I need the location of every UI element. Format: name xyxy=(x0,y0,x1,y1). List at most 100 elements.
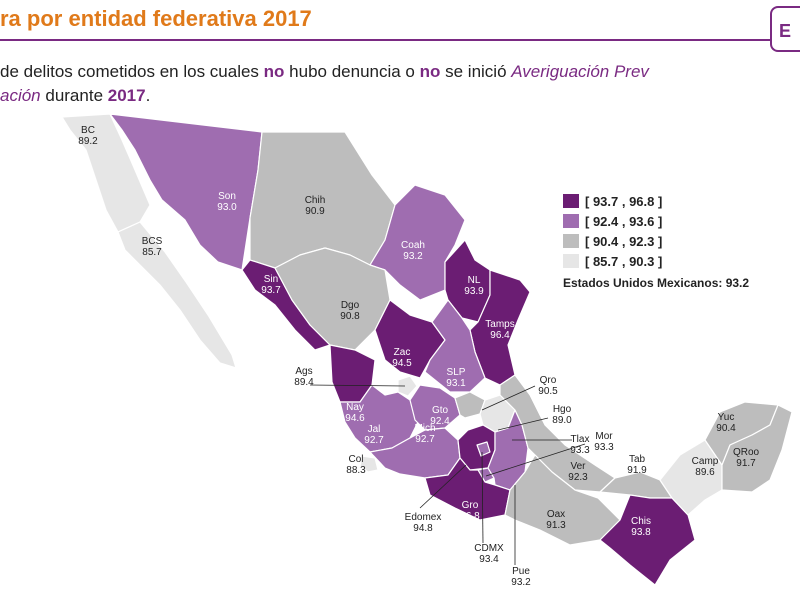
label-leader-line xyxy=(309,384,406,387)
state-code-label: Yuc xyxy=(718,412,735,423)
state-value-label: 91.3 xyxy=(546,520,566,531)
state-code-label: Mich xyxy=(414,423,435,434)
state-code-label: CDMX xyxy=(474,543,504,554)
state-value-label: 89.4 xyxy=(294,377,314,388)
state-code-label: Sin xyxy=(264,274,278,285)
state-code-label: NL xyxy=(468,275,481,286)
state-code-label: Col xyxy=(348,454,363,465)
state-value-label: 93.4 xyxy=(479,554,499,565)
legend: [ 93.7 , 96.8 ] [ 92.4 , 93.6 ] [ 90.4 ,… xyxy=(563,191,662,271)
subtitle-text: de delitos cometidos en los cuales xyxy=(0,62,264,81)
subtitle-year: 2017 xyxy=(107,86,146,105)
subtitle-line-1: de delitos cometidos en los cuales no hu… xyxy=(0,60,800,84)
legend-label: [ 93.7 , 96.8 ] xyxy=(585,193,663,209)
state-value-label: 89.6 xyxy=(695,467,715,478)
subtitle-text: durante xyxy=(40,86,108,105)
state-code-label: Zac xyxy=(394,347,411,358)
state-value-label: 89.0 xyxy=(552,415,572,426)
subtitle-emphasis: no xyxy=(419,62,441,81)
subtitle-line-2: ación durante 2017. xyxy=(0,84,800,108)
state-code-label: BC xyxy=(81,125,95,136)
corner-tab[interactable]: E xyxy=(770,6,800,52)
state-value-label: 90.4 xyxy=(716,423,736,434)
subtitle-emphasis: no xyxy=(263,62,285,81)
state-value-label: 92.7 xyxy=(364,435,384,446)
state-region-chis xyxy=(599,494,696,586)
state-code-label: Camp xyxy=(692,456,719,467)
legend-item: [ 90.4 , 92.3 ] xyxy=(563,231,662,251)
state-code-label: Chis xyxy=(631,516,651,527)
label-leader-line xyxy=(481,451,484,544)
state-value-label: 93.0 xyxy=(217,202,237,213)
state-value-label: 93.3 xyxy=(570,445,590,456)
state-code-label: Coah xyxy=(401,240,425,251)
state-value-label: 94.6 xyxy=(345,413,365,424)
subtitle-italic: ación xyxy=(0,86,41,105)
legend-item: [ 92.4 , 93.6 ] xyxy=(563,211,662,231)
state-region-ver xyxy=(499,374,616,493)
label-leader-line xyxy=(419,464,467,509)
state-code-label: Mor xyxy=(595,431,613,442)
legend-item: [ 93.7 , 96.8 ] xyxy=(563,191,662,211)
state-value-label: 92.3 xyxy=(568,472,588,483)
state-code-label: Oax xyxy=(547,509,565,520)
title-divider xyxy=(0,39,770,41)
state-value-label: 93.1 xyxy=(446,378,466,389)
state-region-cdmx xyxy=(476,441,491,457)
state-value-label: 93.2 xyxy=(403,251,423,262)
label-leader-line xyxy=(485,443,586,477)
legend-swatch xyxy=(563,254,579,268)
legend-label: [ 92.4 , 93.6 ] xyxy=(585,213,663,229)
state-code-label: SLP xyxy=(447,367,466,378)
state-code-label: Ver xyxy=(570,461,586,472)
state-code-label: Tamps xyxy=(485,319,514,330)
state-code-label: Pue xyxy=(512,566,530,577)
legend-label: [ 90.4 , 92.3 ] xyxy=(585,233,663,249)
state-region-col xyxy=(359,455,379,473)
state-value-label: 88.3 xyxy=(346,465,366,476)
state-value-label: 90.5 xyxy=(538,386,558,397)
state-value-label: 91.7 xyxy=(736,458,756,469)
state-value-label: 89.2 xyxy=(78,136,98,147)
state-region-bcs xyxy=(117,221,237,369)
state-value-label: 85.7 xyxy=(142,247,162,258)
state-region-gro xyxy=(424,457,511,521)
state-value-label: 93.9 xyxy=(464,286,484,297)
subtitle: de delitos cometidos en los cuales no hu… xyxy=(0,60,800,108)
state-code-label: Ags xyxy=(295,366,312,377)
state-code-label: BCS xyxy=(142,236,163,247)
page-title: ra por entidad federativa 2017 xyxy=(0,6,312,31)
state-code-label: Gto xyxy=(432,405,449,416)
state-value-label: 91.9 xyxy=(627,465,647,476)
state-code-label: Son xyxy=(218,191,236,202)
subtitle-text: . xyxy=(145,86,151,105)
state-region-qroo xyxy=(721,404,793,493)
state-value-label: 94.8 xyxy=(413,523,433,534)
legend-item: [ 85.7 , 90.3 ] xyxy=(563,251,662,271)
label-leader-line xyxy=(481,385,536,411)
label-leader-line xyxy=(497,417,549,431)
legend-swatch xyxy=(563,194,579,208)
subtitle-text: se inició xyxy=(440,62,512,81)
state-code-label: Edomex xyxy=(405,512,442,523)
state-code-label: Dgo xyxy=(341,300,360,311)
state-value-label: 96.8 xyxy=(460,511,480,522)
state-value-label: 90.9 xyxy=(305,206,325,217)
state-value-label: 90.8 xyxy=(340,311,360,322)
subtitle-text: hubo denuncia o xyxy=(284,62,420,81)
state-value-label: 93.8 xyxy=(631,527,651,538)
state-value-label: 92.7 xyxy=(415,434,435,445)
state-code-label: Chih xyxy=(305,195,326,206)
state-value-label: 92.4 xyxy=(430,416,450,427)
state-region-ags xyxy=(397,375,418,397)
legend-label: [ 85.7 , 90.3 ] xyxy=(585,253,663,269)
subtitle-italic: Averiguación Prev xyxy=(511,62,649,81)
state-code-label: QRoo xyxy=(733,447,760,458)
state-code-label: Qro xyxy=(540,375,557,386)
national-value: Estados Unidos Mexicanos: 93.2 xyxy=(563,276,750,290)
state-code-label: Gro xyxy=(462,500,479,511)
state-value-label: 96.4 xyxy=(490,330,510,341)
state-code-label: Jal xyxy=(368,424,381,435)
state-code-label: Nay xyxy=(346,402,364,413)
